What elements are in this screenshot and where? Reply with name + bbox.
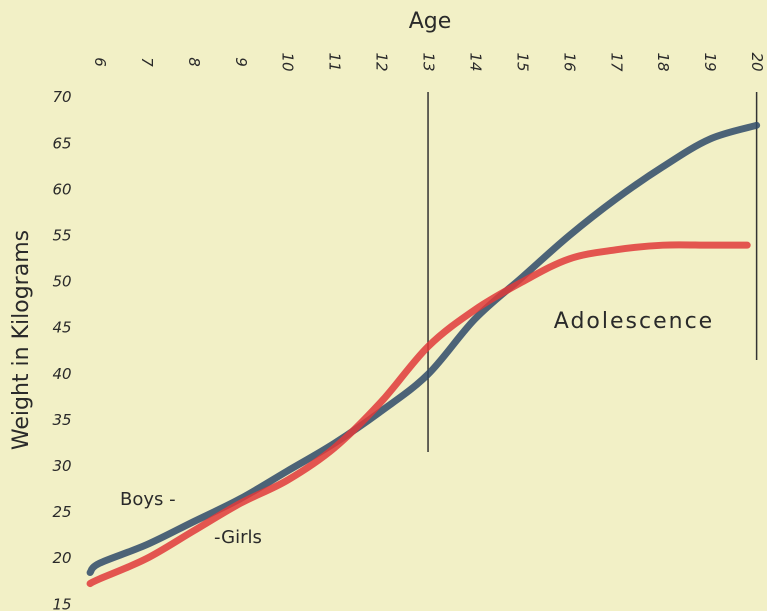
- x-tick-label: 20: [748, 52, 766, 71]
- x-tick-label: 10: [279, 52, 297, 71]
- y-tick-label: 25: [52, 503, 71, 521]
- y-tick-label: 30: [52, 457, 71, 475]
- series-line: [90, 245, 747, 584]
- x-tick-label: 16: [560, 52, 578, 71]
- y-tick-label: 20: [52, 549, 71, 567]
- y-tick-label: 40: [52, 365, 71, 383]
- x-tick-label: 12: [373, 52, 391, 71]
- y-tick-label: 60: [52, 180, 71, 198]
- y-tick-label: 35: [52, 411, 71, 429]
- x-tick-label: 14: [466, 52, 484, 71]
- y-axis-label: Weight in Kilograms: [9, 230, 34, 450]
- x-tick-label: 7: [138, 57, 156, 67]
- x-tick-label: 6: [91, 57, 109, 67]
- x-tick-label: 15: [513, 52, 531, 71]
- x-axis-label: Age: [409, 9, 452, 34]
- chart: Age Weight in Kilograms 15 20 25 30 35 40 45 50…: [0, 0, 767, 611]
- annotation-label: Adolescence: [554, 309, 714, 334]
- x-tick-label: 9: [232, 57, 250, 67]
- legend-label: -Girls: [214, 527, 262, 548]
- x-tick-label: 13: [420, 52, 438, 71]
- x-tick-label: 8: [185, 57, 203, 67]
- y-tick-label: 65: [52, 134, 71, 152]
- y-tick-label: 15: [52, 595, 71, 611]
- x-tick-label: 19: [701, 52, 719, 71]
- x-tick-label: 17: [607, 52, 625, 72]
- legend-label: Boys -: [120, 489, 176, 510]
- page: {"chart_data": {"type": "line", "x_label…: [0, 0, 767, 611]
- y-tick-label: 70: [52, 88, 71, 106]
- x-tick-label: 11: [326, 52, 344, 71]
- y-tick-label: 50: [52, 273, 71, 291]
- x-tick-label: 18: [654, 52, 672, 71]
- y-tick-label: 45: [52, 319, 71, 337]
- y-tick-label: 55: [52, 226, 71, 244]
